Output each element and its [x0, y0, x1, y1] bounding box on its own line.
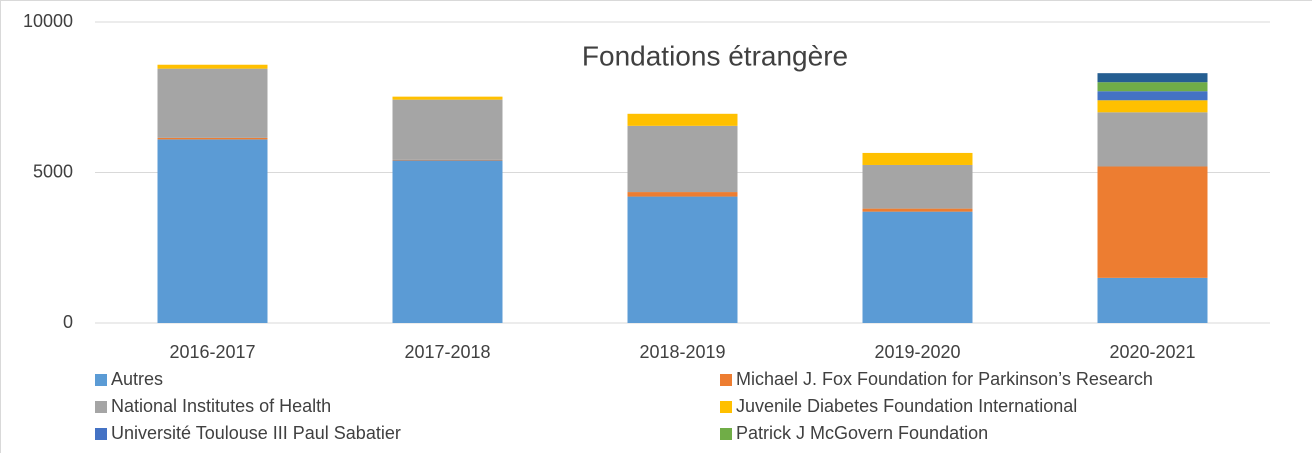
- chart-title: Fondations étrangère: [582, 40, 848, 71]
- bar-segment: [862, 211, 973, 323]
- x-tick-label: 2019-2020: [874, 342, 960, 362]
- bar-segment: [1097, 91, 1208, 101]
- legend-label: National Institutes of Health: [111, 396, 331, 416]
- x-tick-label: 2020-2021: [1109, 342, 1195, 362]
- legend-swatch: [95, 374, 107, 386]
- x-tick-label: 2017-2018: [404, 342, 490, 362]
- bar-segment: [862, 164, 973, 209]
- bar-segment: [157, 68, 268, 138]
- bar-segment: [627, 125, 738, 193]
- bar-segment: [392, 159, 503, 161]
- bar-segment: [627, 113, 738, 126]
- legend-swatch: [720, 401, 732, 413]
- x-tick-label: 2018-2019: [639, 342, 725, 362]
- bar-segment: [392, 96, 503, 100]
- bar-segment: [1097, 166, 1208, 278]
- legend-swatch: [95, 428, 107, 440]
- bar-segment: [392, 99, 503, 160]
- bar-segment: [157, 64, 268, 69]
- bar-segment: [627, 192, 738, 197]
- y-tick-label: 0: [63, 312, 73, 332]
- bar-segment: [1097, 112, 1208, 167]
- bar-segment: [157, 137, 268, 140]
- bar-segment: [862, 152, 973, 165]
- x-tick-label: 2016-2017: [169, 342, 255, 362]
- legend-swatch: [720, 428, 732, 440]
- bar-segment: [1097, 277, 1208, 323]
- legend-swatch: [720, 374, 732, 386]
- bar-segment: [157, 139, 268, 323]
- legend-label: Michael J. Fox Foundation for Parkinson’…: [736, 369, 1153, 389]
- legend-label: Université Toulouse III Paul Sabatier: [111, 423, 401, 443]
- bar-segment: [1097, 82, 1208, 92]
- y-tick-label: 10000: [23, 11, 73, 31]
- legend-swatch: [95, 401, 107, 413]
- legend-label: Autres: [111, 369, 163, 389]
- bar-segment: [1097, 73, 1208, 83]
- bar-segment: [1097, 100, 1208, 113]
- bar-segment: [627, 196, 738, 323]
- legend-label: Juvenile Diabetes Foundation Internation…: [736, 396, 1077, 416]
- legend-label: Patrick J McGovern Foundation: [736, 423, 988, 443]
- bar-segment: [862, 208, 973, 212]
- bar-segment: [392, 160, 503, 323]
- y-tick-label: 5000: [33, 161, 73, 181]
